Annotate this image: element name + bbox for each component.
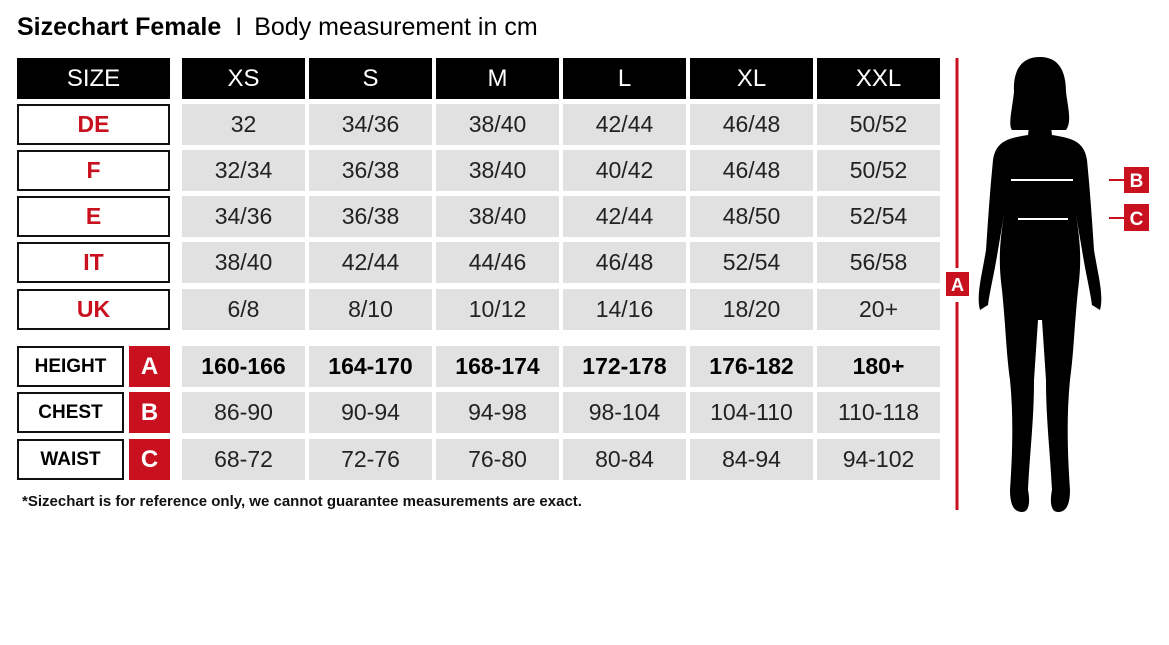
measurement-cell: 90-94 (309, 392, 432, 433)
size-cell: 8/10 (309, 289, 432, 330)
size-cell: 10/12 (436, 289, 559, 330)
measurement-cell: 172-178 (563, 346, 686, 387)
measurement-cell: 176-182 (690, 346, 813, 387)
measurement-cell: 160-166 (182, 346, 305, 387)
measurement-cell: 68-72 (182, 439, 305, 480)
size-header-cell: XL (690, 58, 813, 99)
size-header-cell: L (563, 58, 686, 99)
footnote: *Sizechart is for reference only, we can… (22, 493, 582, 510)
marker-b: B (1130, 171, 1144, 192)
measurement-cell: 86-90 (182, 392, 305, 433)
size-header-cell: XS (182, 58, 305, 99)
measurement-cell: 168-174 (436, 346, 559, 387)
size-cell: 14/16 (563, 289, 686, 330)
size-cell: 50/52 (817, 150, 940, 191)
size-cell: 34/36 (182, 196, 305, 237)
size-cell: 38/40 (436, 150, 559, 191)
title-subtitle: Body measurement in cm (254, 13, 538, 41)
size-cell: 42/44 (563, 196, 686, 237)
size-cell: 42/44 (309, 242, 432, 283)
size-cell: 6/8 (182, 289, 305, 330)
measurement-label: WAIST (17, 439, 124, 480)
measurement-cell: 94-98 (436, 392, 559, 433)
measurement-cell: 164-170 (309, 346, 432, 387)
size-cell: 48/50 (690, 196, 813, 237)
region-label: UK (17, 289, 170, 330)
measurement-letter: B (129, 392, 170, 433)
measurement-letter: C (129, 439, 170, 480)
size-cell: 32 (182, 104, 305, 145)
title-bold: Sizechart Female (17, 13, 222, 41)
size-header-cell: XXL (817, 58, 940, 99)
size-cell: 36/38 (309, 196, 432, 237)
size-cell: 20+ (817, 289, 940, 330)
marker-a-box (946, 272, 969, 296)
size-cell: 46/48 (563, 242, 686, 283)
size-cell: 40/42 (563, 150, 686, 191)
size-cell: 42/44 (563, 104, 686, 145)
measurement-cell: 180+ (817, 346, 940, 387)
title-separator: I (235, 13, 243, 41)
measurement-cell: 72-76 (309, 439, 432, 480)
size-cell: 44/46 (436, 242, 559, 283)
marker-c-box (1124, 204, 1149, 231)
size-cell: 32/34 (182, 150, 305, 191)
size-cell: 46/48 (690, 104, 813, 145)
marker-a: A (951, 275, 964, 295)
region-label: DE (17, 104, 170, 145)
measurement-cell: 84-94 (690, 439, 813, 480)
measurement-cell: 76-80 (436, 439, 559, 480)
region-label: F (17, 150, 170, 191)
size-cell: 18/20 (690, 289, 813, 330)
measurement-cell: 98-104 (563, 392, 686, 433)
measurement-label: CHEST (17, 392, 124, 433)
size-cell: 38/40 (436, 196, 559, 237)
size-cell: 52/54 (817, 196, 940, 237)
measurement-letter: A (129, 346, 170, 387)
page-title: Sizechart Female I Body measurement in cm (17, 13, 538, 42)
size-cell: 34/36 (309, 104, 432, 145)
marker-c: C (1130, 209, 1144, 230)
size-cell: 52/54 (690, 242, 813, 283)
size-cell: 36/38 (309, 150, 432, 191)
region-label: E (17, 196, 170, 237)
region-label: IT (17, 242, 170, 283)
size-cell: 46/48 (690, 150, 813, 191)
size-cell: 38/40 (182, 242, 305, 283)
size-header-cell: M (436, 58, 559, 99)
measurement-cell: 110-118 (817, 392, 940, 433)
measurement-cell: 104-110 (690, 392, 813, 433)
measurement-cell: 94-102 (817, 439, 940, 480)
size-cell: 50/52 (817, 104, 940, 145)
size-cell: 56/58 (817, 242, 940, 283)
measurement-label: HEIGHT (17, 346, 124, 387)
woman-silhouette-icon (978, 57, 1102, 512)
size-header-label: SIZE (17, 58, 170, 99)
size-cell: 38/40 (436, 104, 559, 145)
size-header-cell: S (309, 58, 432, 99)
marker-b-box (1124, 167, 1149, 193)
body-figure: A B C (946, 57, 1149, 512)
measurement-cell: 80-84 (563, 439, 686, 480)
